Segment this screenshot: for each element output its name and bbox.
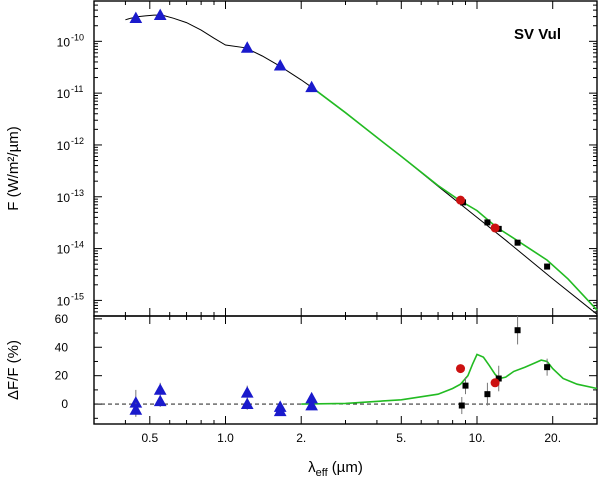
y-tick-label-top: 10 — [57, 139, 71, 153]
photometry-triangle — [129, 11, 143, 24]
residual-square — [484, 391, 491, 398]
model-curves — [94, 14, 598, 405]
residual-triangle — [153, 394, 167, 407]
x-tick-label: 20. — [544, 431, 561, 445]
ir-circle — [456, 195, 466, 205]
ir-circle — [490, 223, 500, 233]
top-panel-frame — [93, 0, 598, 317]
residual-triangle — [273, 404, 287, 417]
x-tick-label: 2. — [296, 431, 306, 445]
y-tick-label-top-exponent: -11 — [71, 84, 83, 94]
dust-model-curve — [311, 86, 598, 311]
photosphere-model-curve — [125, 14, 598, 315]
residual-triangle — [129, 403, 143, 415]
excess-model-curve — [301, 353, 598, 405]
y-tick-label-top: 10 — [57, 191, 71, 205]
x-tick-label: 5. — [396, 431, 406, 445]
x-tick-label: 0.5 — [141, 431, 158, 445]
ir-square — [514, 239, 521, 246]
y-tick-label-top: 10 — [57, 243, 71, 257]
x-axis-label: λeff (µm) — [308, 459, 363, 479]
residual-square — [544, 364, 551, 371]
x-tick-label: 1.0 — [217, 431, 234, 445]
residual-square — [495, 375, 502, 382]
residual-circle — [456, 364, 466, 374]
residual-square — [514, 327, 521, 334]
residual-square — [462, 382, 469, 389]
ir-square — [484, 219, 491, 226]
x-tick-label: 10. — [469, 431, 486, 445]
photometry-triangle — [240, 41, 254, 53]
residual-triangle — [305, 398, 318, 411]
photometry-triangle — [273, 59, 287, 71]
y-tick-label-top-exponent: -12 — [71, 136, 84, 146]
residual-triangle — [153, 383, 167, 395]
y-tick-label-bottom: 0 — [61, 397, 68, 411]
x-axis-label-symbol: λ — [308, 459, 316, 476]
x-axis-label-subscript: eff — [316, 467, 329, 479]
ir-square — [544, 263, 551, 270]
y-tick-label-bottom: 40 — [55, 340, 69, 354]
photometry-triangle — [305, 80, 318, 93]
residual-triangle — [240, 397, 254, 410]
residual-circle — [490, 378, 500, 388]
chart-title: SV Vul — [514, 26, 561, 43]
y-tick-label-bottom: 20 — [55, 369, 69, 383]
y-tick-label-top: 10 — [57, 87, 71, 101]
photometry-triangle — [153, 8, 167, 21]
data-points — [129, 8, 551, 417]
residual-triangle — [240, 386, 254, 398]
y-tick-label-top: 10 — [57, 35, 71, 49]
y-tick-label-top: 10 — [57, 294, 71, 308]
top-y-axis-label: F (W/m²/µm) — [5, 126, 22, 210]
y-tick-label-bottom: 60 — [55, 312, 69, 326]
y-tick-label-top-exponent: -15 — [71, 291, 84, 301]
y-tick-label-top-exponent: -14 — [71, 240, 84, 250]
residual-square — [458, 402, 465, 409]
bottom-panel-frame — [93, 315, 598, 425]
bottom-y-axis-label: ΔF/F (%) — [5, 340, 22, 400]
y-tick-label-top-exponent: -13 — [71, 188, 84, 198]
x-axis-label-unit: (µm) — [332, 459, 363, 476]
y-tick-label-top-exponent: -10 — [71, 32, 84, 42]
